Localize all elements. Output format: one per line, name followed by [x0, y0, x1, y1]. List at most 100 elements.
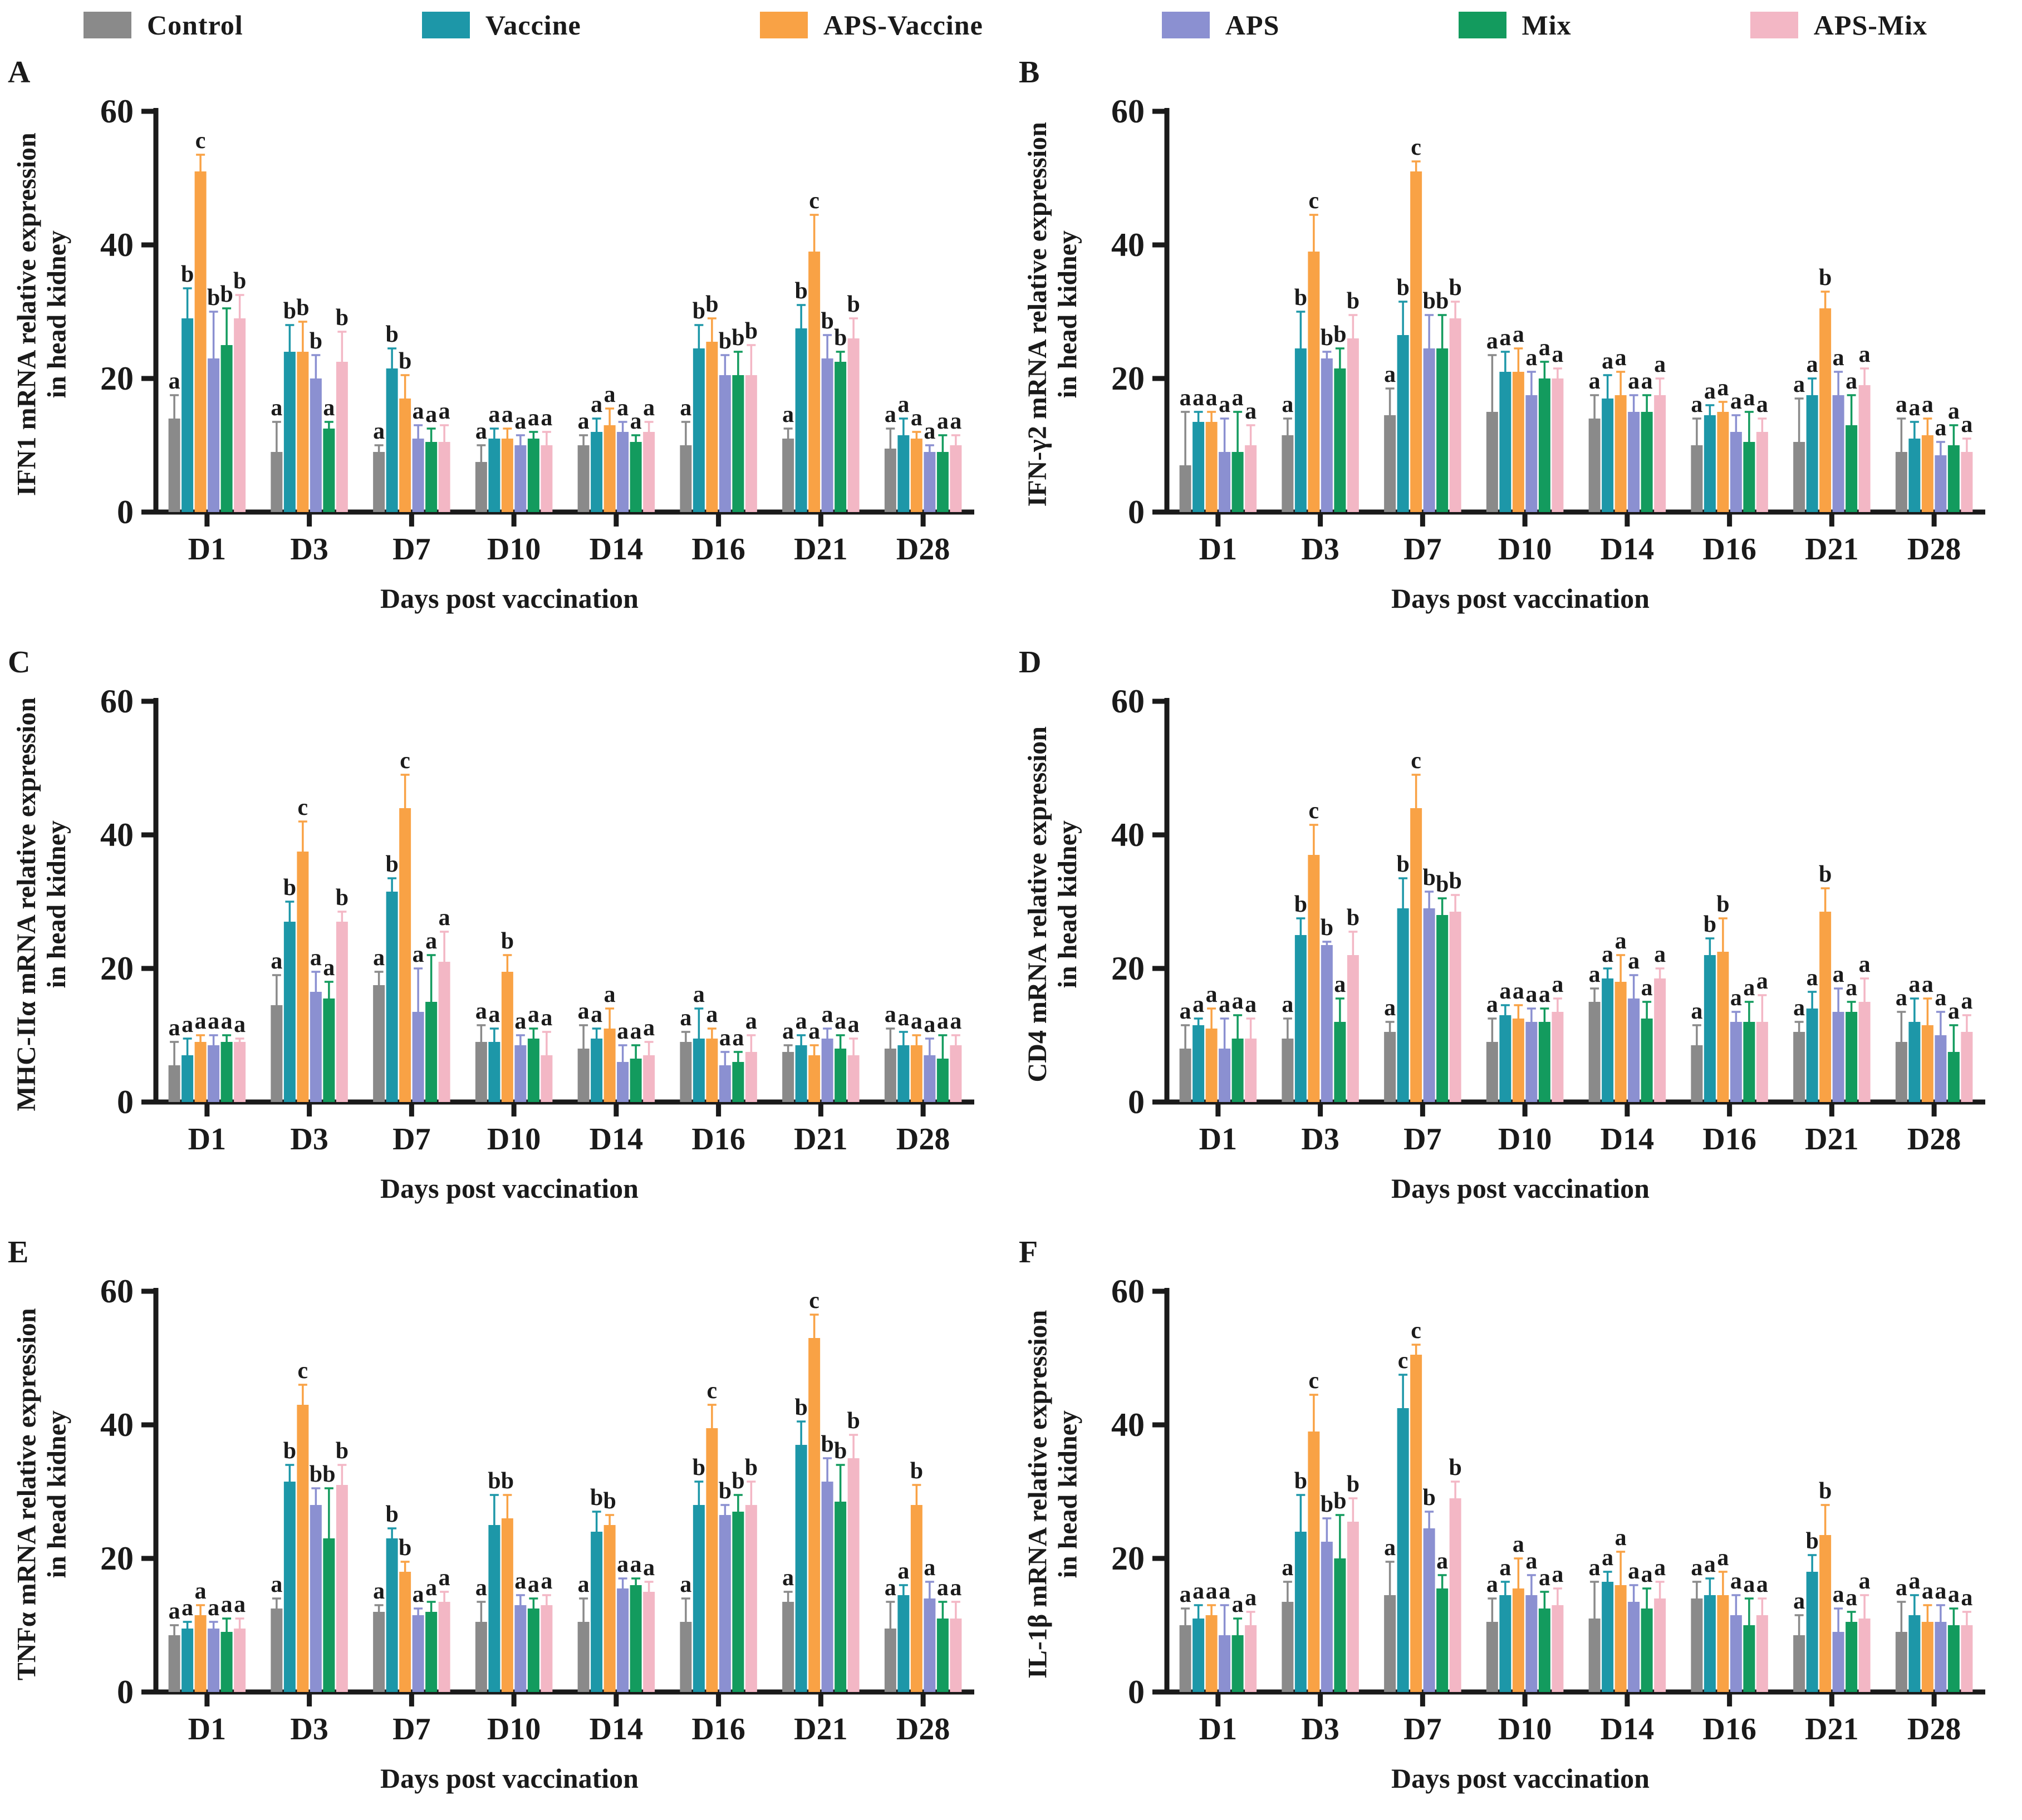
- sig-letter: a: [630, 1019, 642, 1044]
- bar-Vaccine-D16: [693, 348, 705, 512]
- x-tick-label: D3: [1301, 1122, 1339, 1157]
- bar-Control-D16: [1691, 1045, 1703, 1102]
- x-tick-label: D14: [590, 1122, 643, 1157]
- sig-letter: a: [208, 1009, 219, 1034]
- bar-APS-D1: [1219, 1635, 1231, 1692]
- x-tick-label: D28: [896, 532, 950, 567]
- bar-APS-Vaccine-D7: [1410, 1355, 1422, 1692]
- bar-Control-D3: [1282, 1039, 1294, 1102]
- sig-letter: a: [1641, 1562, 1653, 1587]
- sig-letter: a: [1499, 978, 1511, 1004]
- bar-Control-D14: [577, 1622, 590, 1692]
- x-tick-label: D28: [896, 1712, 950, 1747]
- sig-letter: b: [1422, 865, 1435, 891]
- bar-APS-D21: [1832, 1632, 1844, 1692]
- sig-letter: a: [1807, 965, 1818, 991]
- bar-APS-D14: [1628, 998, 1640, 1102]
- bar-Vaccine-D21: [1806, 1009, 1818, 1102]
- bar-APS-Vaccine-D28: [910, 1505, 922, 1692]
- bar-APS-D21: [821, 1482, 833, 1692]
- sig-letter: a: [1436, 1548, 1448, 1574]
- sig-letter: a: [745, 1009, 757, 1034]
- bar-APS-Mix-D16: [745, 1052, 757, 1102]
- sig-letter: a: [950, 409, 961, 434]
- sig-letter: b: [336, 1438, 349, 1464]
- x-tick-label: D3: [290, 532, 328, 567]
- bar-APS-Mix-D3: [1347, 1522, 1359, 1692]
- x-tick-label: D16: [691, 532, 745, 567]
- y-axis-title: IFN1 mRNA relative expression in head kid…: [0, 50, 84, 579]
- sig-letter: a: [1192, 992, 1204, 1017]
- bar-APS-D10: [1525, 1022, 1538, 1102]
- sig-letter: a: [528, 405, 539, 431]
- sig-letter: a: [1756, 968, 1768, 994]
- bar-Mix-D3: [323, 998, 335, 1102]
- panel-c: C MHC-IIα mRNA relative expression in hea…: [0, 640, 1011, 1230]
- bar-Vaccine-D21: [1806, 1572, 1818, 1692]
- y-axis-title: TNFα mRNA relative expression in head kid…: [0, 1230, 84, 1759]
- bar-Mix-D7: [1436, 348, 1449, 512]
- bar-APS-D7: [1423, 908, 1435, 1102]
- y-tick-label: 0: [117, 1084, 134, 1120]
- bar-APS-D14: [617, 1588, 629, 1692]
- sig-letter: a: [514, 1568, 526, 1594]
- bar-APS-D28: [1935, 1622, 1947, 1692]
- bar-APS-D10: [514, 1605, 527, 1692]
- bar-Control-D28: [884, 449, 896, 512]
- sig-letter: a: [1334, 972, 1346, 997]
- sig-letter: c: [1309, 188, 1319, 214]
- sig-letter: c: [195, 128, 206, 154]
- bar-Mix-D3: [323, 1538, 335, 1692]
- sig-letter: a: [1219, 992, 1230, 1017]
- y-tick-label: 60: [100, 1273, 134, 1310]
- y-tick-label: 60: [1111, 93, 1145, 130]
- bar-APS-Vaccine-D1: [1205, 1615, 1218, 1692]
- sig-letter: b: [322, 1462, 335, 1487]
- sig-letter: b: [1819, 1478, 1832, 1504]
- sig-letter: a: [1641, 368, 1653, 394]
- bar-Vaccine-D10: [1499, 1015, 1511, 1102]
- sig-letter: a: [1793, 372, 1805, 397]
- panel-letter: F: [1019, 1235, 1038, 1270]
- sig-letter: a: [911, 1009, 922, 1034]
- bar-APS-Vaccine-D1: [194, 171, 207, 512]
- sig-letter: a: [1384, 995, 1396, 1021]
- sig-letter: a: [782, 1019, 794, 1044]
- bar-APS-Mix-D16: [1756, 1022, 1768, 1102]
- sig-letter: a: [1525, 345, 1537, 371]
- bar-Vaccine-D28: [897, 1595, 910, 1692]
- bar-Control-D7: [373, 452, 385, 512]
- bar-Mix-D3: [1334, 1558, 1346, 1692]
- bar-APS-D28: [1935, 1035, 1947, 1102]
- y-tick-label: 60: [1111, 683, 1145, 720]
- bar-Mix-D28: [936, 1619, 949, 1692]
- bar-Control-D1: [1179, 1625, 1191, 1692]
- bar-APS-Vaccine-D28: [910, 439, 922, 512]
- sig-letter: b: [385, 322, 398, 347]
- sig-letter: a: [1486, 992, 1498, 1017]
- bar-APS-Mix-D14: [1654, 395, 1666, 512]
- sig-letter: a: [373, 1578, 385, 1604]
- bar-APS-D3: [310, 1505, 322, 1692]
- bar-Vaccine-D3: [1294, 348, 1307, 512]
- sig-letter: a: [578, 1572, 590, 1597]
- sig-letter: a: [514, 409, 526, 434]
- panel-a: A IFN1 mRNA relative expression in head k…: [0, 50, 1011, 640]
- x-tick-label: D28: [1907, 532, 1961, 567]
- bar-APS-Mix-D7: [1449, 912, 1461, 1102]
- bar-Control-D14: [1588, 1619, 1601, 1692]
- y-tick-label: 20: [100, 950, 134, 987]
- sig-letter: a: [502, 402, 513, 427]
- sig-letter: a: [1628, 368, 1640, 394]
- bar-APS-Vaccine-D21: [1819, 308, 1832, 512]
- x-tick-label: D1: [1199, 532, 1237, 567]
- sig-letter: b: [1294, 1468, 1307, 1494]
- bar-APS-Mix-D10: [541, 1055, 553, 1102]
- legend-label: APS: [1225, 9, 1280, 41]
- sig-letter: b: [693, 298, 705, 324]
- bar-Vaccine-D7: [386, 892, 398, 1102]
- bar-APS-Mix-D7: [438, 442, 450, 512]
- sig-letter: a: [514, 1009, 526, 1034]
